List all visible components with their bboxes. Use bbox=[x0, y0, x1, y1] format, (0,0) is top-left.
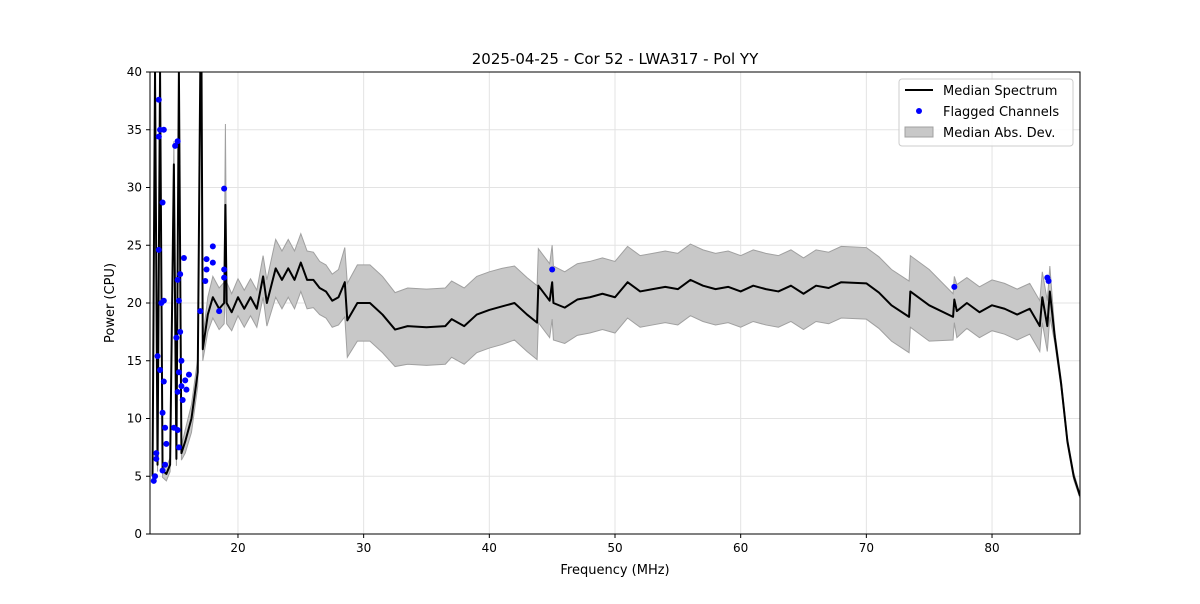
flagged-channel-point bbox=[203, 256, 210, 263]
flagged-channel-point bbox=[174, 427, 181, 434]
flagged-channel-point bbox=[174, 138, 181, 145]
flagged-channel-point bbox=[175, 444, 182, 451]
flagged-channel-point bbox=[153, 455, 160, 462]
flagged-channel-point bbox=[152, 473, 159, 480]
flagged-channel-point bbox=[951, 283, 958, 290]
flagged-channel-point bbox=[549, 266, 556, 273]
flagged-channel-point bbox=[178, 383, 185, 390]
flagged-channel-point bbox=[221, 266, 228, 273]
flagged-channel-point bbox=[179, 397, 186, 404]
y-tick-label: 20 bbox=[127, 296, 142, 310]
flagged-channel-point bbox=[159, 409, 166, 416]
flagged-channel-point bbox=[155, 133, 162, 140]
flagged-channel-point bbox=[160, 126, 167, 133]
axis-ticks: 20 30 40 50 60 70 80 0 5 10 15 20 25 30 35 40 bbox=[127, 65, 1000, 555]
y-tick-label: 0 bbox=[134, 527, 142, 541]
flagged-channel-point bbox=[175, 369, 182, 376]
x-tick-label: 30 bbox=[356, 541, 371, 555]
flagged-channel-point bbox=[153, 450, 160, 457]
flagged-channel-point bbox=[1045, 278, 1052, 285]
y-tick-label: 40 bbox=[127, 65, 142, 79]
flagged-channel-point bbox=[197, 308, 204, 315]
y-tick-label: 5 bbox=[134, 469, 142, 483]
flagged-channels bbox=[150, 96, 1052, 484]
y-tick-label: 25 bbox=[127, 238, 142, 252]
flagged-channel-point bbox=[209, 259, 216, 266]
median-spectrum-line bbox=[151, 72, 1080, 497]
x-tick-label: 40 bbox=[482, 541, 497, 555]
flagged-channel-point bbox=[180, 254, 187, 261]
legend-box bbox=[898, 78, 1074, 147]
flagged-channel-point bbox=[178, 357, 185, 364]
x-tick-label: 50 bbox=[607, 541, 622, 555]
flagged-channel-point bbox=[160, 378, 167, 385]
y-tick-label: 15 bbox=[127, 354, 142, 368]
flagged-channel-point bbox=[155, 96, 162, 103]
flagged-channel-point bbox=[216, 308, 223, 315]
median-abs-dev-band bbox=[152, 72, 1080, 499]
flagged-channel-point bbox=[209, 243, 216, 250]
flagged-channel-point bbox=[159, 467, 166, 474]
flagged-channel-point bbox=[221, 274, 228, 281]
flagged-channel-point bbox=[221, 185, 228, 192]
flagged-channel-point bbox=[202, 278, 209, 285]
flagged-channel-point bbox=[155, 246, 162, 253]
flagged-channel-point bbox=[177, 328, 184, 335]
y-tick-label: 35 bbox=[127, 123, 142, 137]
flagged-channel-point bbox=[157, 366, 164, 373]
legend-dot-swatch bbox=[916, 108, 922, 114]
flagged-channel-point bbox=[182, 377, 189, 384]
x-tick-label: 70 bbox=[859, 541, 874, 555]
flagged-channel-point bbox=[173, 334, 180, 341]
legend-median: Median Spectrum bbox=[943, 84, 1057, 99]
flagged-channel-point bbox=[163, 440, 170, 447]
x-tick-label: 60 bbox=[733, 541, 748, 555]
flagged-channel-point bbox=[150, 477, 157, 484]
flagged-channel-point bbox=[159, 199, 166, 206]
x-axis-label: Frequency (MHz) bbox=[560, 563, 669, 578]
flagged-channel-point bbox=[183, 386, 190, 393]
flagged-channel-point bbox=[154, 353, 161, 360]
x-tick-label: 80 bbox=[984, 541, 999, 555]
y-tick-label: 30 bbox=[127, 181, 142, 195]
y-axis-label: Power (CPU) bbox=[103, 263, 118, 343]
flagged-channel-point bbox=[175, 297, 182, 304]
legend-flagged: Flagged Channels bbox=[943, 105, 1059, 120]
flagged-channel-point bbox=[174, 388, 181, 395]
flagged-channel-point bbox=[160, 297, 167, 304]
flagged-channel-point bbox=[203, 266, 210, 273]
x-tick-label: 20 bbox=[230, 541, 245, 555]
flagged-channel-point bbox=[172, 142, 179, 149]
flagged-channel-point bbox=[185, 371, 192, 378]
flagged-channel-point bbox=[162, 461, 169, 468]
y-tick-label: 10 bbox=[127, 412, 142, 426]
chart-title: 2025-04-25 - Cor 52 - LWA317 - Pol YY bbox=[472, 50, 759, 68]
flagged-channel-point bbox=[162, 424, 169, 431]
legend-band-swatch bbox=[904, 126, 934, 138]
legend: Median Spectrum Flagged Channels Median … bbox=[898, 78, 1074, 147]
flagged-channel-point bbox=[174, 276, 181, 283]
flagged-channel-point bbox=[177, 271, 184, 278]
legend-mad: Median Abs. Dev. bbox=[943, 126, 1055, 141]
